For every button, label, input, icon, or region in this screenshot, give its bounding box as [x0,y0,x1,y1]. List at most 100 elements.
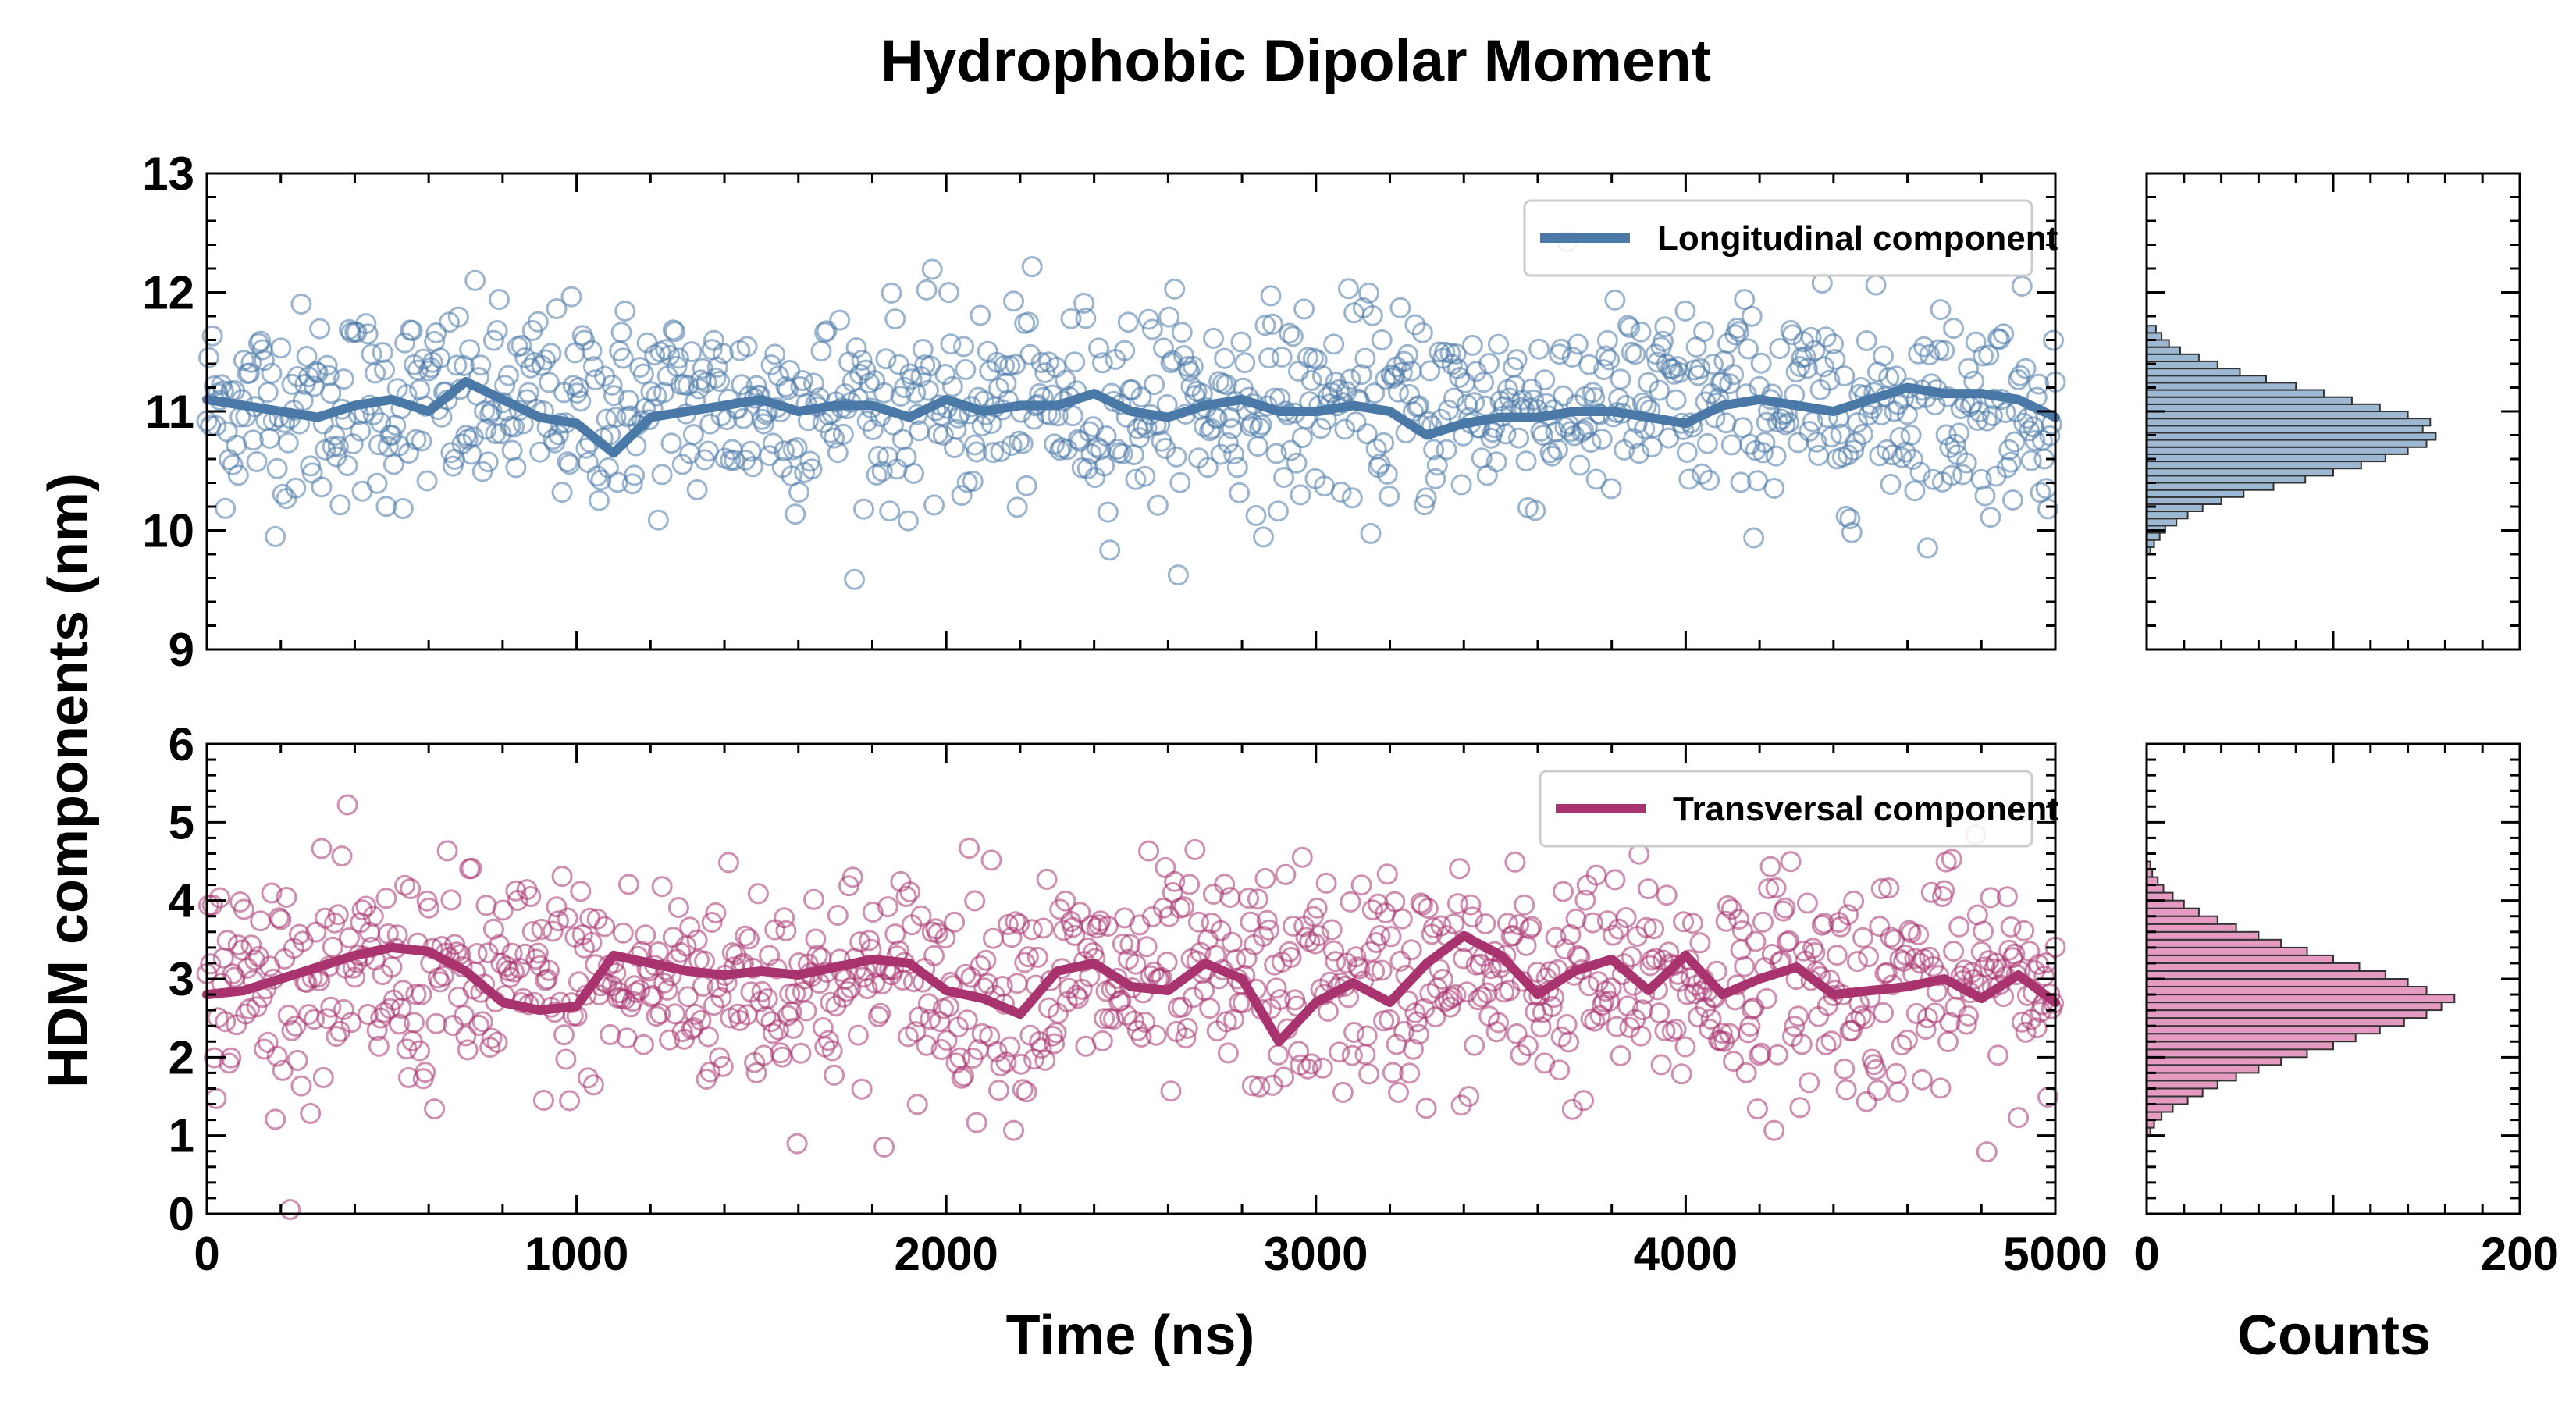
scatter-point [1604,869,1626,891]
scatter-point [1678,468,1700,490]
scatter-point [1994,402,2016,423]
scatter-point [870,1002,891,1024]
scatter-point [1745,930,1767,952]
scatter-point [1064,924,1086,946]
scatter-point [357,1004,379,1025]
scatter-point [1240,911,1261,933]
scatter-point [197,347,219,368]
scatter-point [292,390,314,411]
scatter-point [404,1012,425,1034]
scatter-point [457,1039,479,1061]
scatter-point [877,896,898,918]
scatter-point [1876,962,1898,984]
histogram-bar [2146,1087,2204,1098]
scatter-point [1115,1004,1137,1026]
scatter-point [1765,445,1787,467]
scatter-point [1260,285,1282,307]
scatter-point [1866,1080,1888,1101]
scatter-point [1153,337,1174,359]
scatter-point [1700,1009,1722,1030]
scatter-point [1908,343,1930,365]
scatter-point [1578,354,1600,375]
scatter-point [940,333,962,355]
scatter-point [320,382,342,404]
scatter-point [801,458,823,480]
scatter-point [990,1055,1012,1076]
scatter-point [366,1019,388,1041]
scatter-point [635,924,656,946]
scatter-point [265,525,286,547]
scatter-point [1580,432,1602,454]
scatter-point [589,489,610,511]
scatter-point [1411,322,1433,343]
histogram-bar [2146,994,2456,1004]
scatter-point [215,1011,237,1033]
scatter-point [1256,909,1278,931]
scatter-point [1576,417,1598,439]
running-average-line-longitudinal [202,376,2060,458]
scatter-point [738,928,760,950]
scatter-point [792,370,813,391]
scatter-point [1865,274,1887,296]
scatter-point [1067,429,1089,450]
scatter-point [1624,343,1646,365]
scatter-point [1389,297,1411,318]
scatter-point [632,363,654,385]
scatter-point [489,289,510,311]
scatter-point [1160,352,1182,374]
scatter-point [1315,872,1337,894]
histogram-bar [2146,453,2386,463]
scatter-point [344,966,366,988]
scatter-point [944,911,966,933]
scatter-point [1643,918,1665,940]
scatter-point [1165,446,1187,468]
histogram-bar [2146,1048,2308,1059]
scatter-point [570,390,592,412]
scatter-point [1943,318,1965,340]
scatter-point [1203,327,1224,349]
scatter-point [1934,340,1955,361]
scatter-point [222,963,244,985]
scatter-point [1591,429,1613,450]
scatter-point [1369,925,1391,946]
scatter-point [1397,343,1418,365]
scatter-point [1758,877,1780,899]
scatter-point [2013,920,2035,941]
scatter-point [1125,953,1147,975]
scatter-point [1693,321,1715,343]
scatter-point [832,423,854,445]
scatter-point [1254,867,1276,889]
scatter-point [705,367,727,389]
histogram-bar [2146,325,2157,334]
scatter-point [394,332,416,354]
histogram-bar [2146,1033,2357,1043]
scatter-point [1280,947,1302,968]
scatter-point [884,308,906,330]
scatter-point [1438,399,1459,421]
scatter-point [836,980,858,1002]
scatter-point [1088,337,1109,359]
y-tick-label: 12 [142,267,194,319]
scatter-point [1734,955,1756,977]
scatter-point [1806,431,1827,453]
scatter-point [1017,946,1039,968]
scatter-point [774,440,795,462]
scatter-point [871,461,893,482]
scatter-point [1717,895,1738,916]
scatter-point [735,925,756,947]
scatter-point [1617,315,1638,336]
scatter-point [681,341,703,363]
scatter-point [1904,480,1926,502]
scatter-point [617,874,639,895]
scatter-point [1308,925,1330,947]
scatter-point [492,899,514,921]
scatter-point [546,298,568,319]
scatter-point [1850,1005,1872,1027]
scatter-point [381,424,403,446]
scatter-point [201,325,223,347]
scatter-point [724,449,745,471]
scatter-point [762,432,784,454]
scatter-point [1681,913,1703,934]
scatter-point [222,454,244,475]
scatter-point [1519,918,1541,940]
